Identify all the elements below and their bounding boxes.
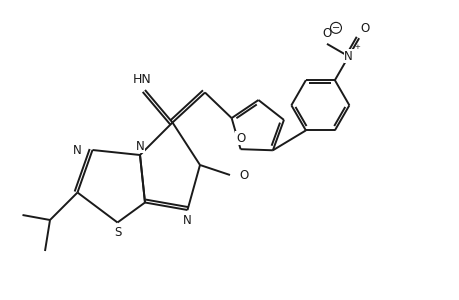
Text: N: N (343, 50, 352, 63)
Text: S: S (113, 226, 121, 239)
Text: +: + (354, 44, 360, 50)
Text: N: N (73, 143, 81, 157)
Text: O: O (239, 169, 248, 182)
Text: N: N (135, 140, 144, 152)
Text: O: O (359, 22, 369, 35)
Text: N: N (183, 214, 191, 227)
Text: O: O (322, 27, 331, 40)
Text: HN: HN (133, 73, 151, 85)
Text: −: − (331, 23, 339, 33)
Text: O: O (235, 132, 245, 145)
